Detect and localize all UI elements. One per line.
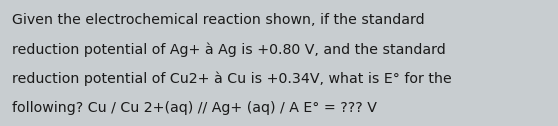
- Text: reduction potential of Ag+ à Ag is +0.80 V, and the standard: reduction potential of Ag+ à Ag is +0.80…: [12, 42, 446, 57]
- Text: Given the electrochemical reaction shown, if the standard: Given the electrochemical reaction shown…: [12, 13, 425, 27]
- Text: following? Cu / Cu 2+(aq) // Ag+ (aq) / A E° = ??? V: following? Cu / Cu 2+(aq) // Ag+ (aq) / …: [12, 101, 377, 115]
- Text: reduction potential of Cu2+ à Cu is +0.34V, what is E° for the: reduction potential of Cu2+ à Cu is +0.3…: [12, 72, 452, 86]
